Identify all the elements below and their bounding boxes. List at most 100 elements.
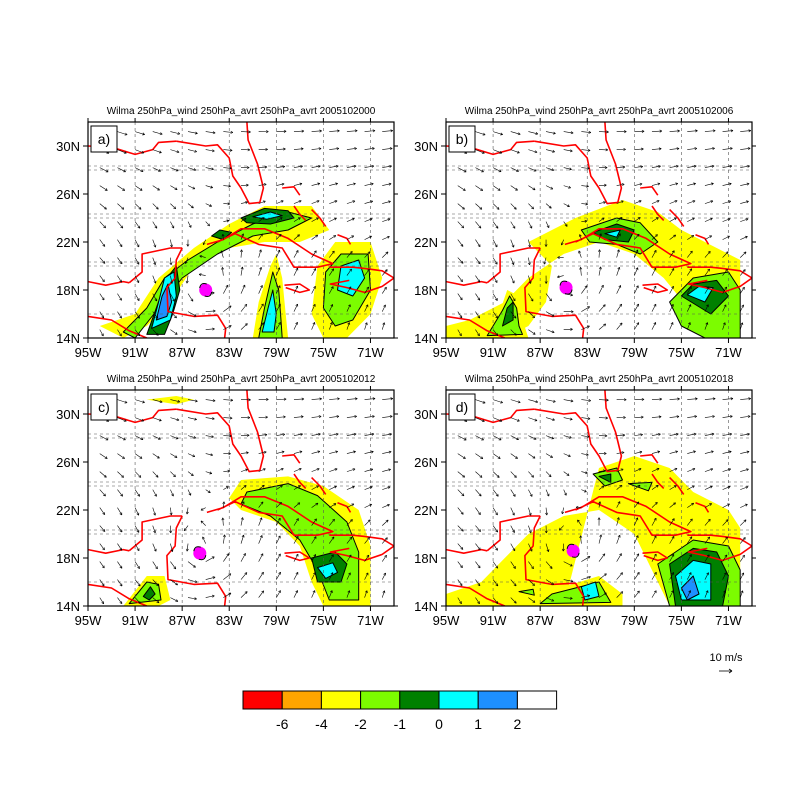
wind-arrow	[152, 489, 157, 497]
wind-arrowhead	[495, 333, 499, 337]
wind-arrow	[740, 519, 747, 526]
wind-arrow	[276, 148, 286, 150]
wind-arrowhead	[103, 493, 106, 497]
wind-arrowhead	[691, 217, 695, 221]
wind-arrowhead	[568, 435, 572, 439]
wind-arrow	[651, 433, 661, 436]
wind-arrow	[687, 468, 696, 472]
wind-arrow	[598, 485, 605, 490]
wind-arrowhead	[477, 244, 481, 248]
wind-arrowhead	[617, 501, 621, 505]
wind-arrow	[669, 148, 680, 150]
wind-arrowhead	[174, 315, 177, 319]
vorticity-region	[211, 229, 233, 241]
wind-arrowhead	[620, 200, 624, 204]
wind-arrowhead	[119, 261, 123, 265]
wind-arrow	[220, 250, 224, 258]
wind-arrow	[616, 183, 625, 186]
wind-arrow	[382, 165, 392, 168]
wind-arrow	[651, 217, 659, 222]
wind-arrowhead	[674, 200, 678, 203]
wind-arrow	[457, 167, 467, 173]
wind-arrowhead	[619, 217, 623, 220]
wind-arrowhead	[227, 202, 231, 206]
wind-arrow	[117, 149, 127, 154]
wind-arrowhead	[122, 456, 125, 459]
coastline	[88, 315, 148, 338]
wind-arrowhead	[212, 327, 215, 331]
wind-arrow	[223, 167, 232, 169]
wind-arrow	[634, 303, 639, 312]
wind-arrowhead	[743, 519, 747, 523]
wind-arrow	[545, 561, 553, 569]
hurricane-symbol-icon	[199, 283, 213, 297]
wind-arrow	[99, 239, 106, 247]
wind-arrowhead	[570, 131, 574, 135]
wind-arrowhead	[354, 415, 357, 418]
wind-arrow	[559, 525, 564, 531]
wind-arrow	[492, 203, 500, 210]
wind-arrowhead	[184, 261, 188, 264]
wind-arrow	[346, 268, 352, 276]
wind-arrow	[152, 329, 159, 336]
wind-arrow	[722, 218, 731, 222]
wind-arrowhead	[603, 323, 607, 327]
wind-arrow	[329, 536, 335, 544]
wind-arrow	[364, 503, 372, 508]
wind-arrowhead	[313, 554, 316, 557]
wind-arrowhead	[245, 468, 248, 472]
wind-arrowhead	[530, 298, 534, 302]
wind-arrowhead	[532, 455, 536, 459]
wind-arrow	[581, 453, 589, 456]
wind-arrowhead	[482, 400, 486, 404]
wind-arrowhead	[598, 266, 602, 270]
wind-arrowhead	[281, 182, 285, 186]
colorbar-label: -4	[315, 716, 328, 732]
wind-arrowhead	[653, 267, 657, 271]
wind-arrow	[457, 329, 462, 337]
wind-arrowhead	[384, 286, 387, 290]
wind-arrow	[329, 286, 334, 294]
wind-arrow	[528, 131, 538, 135]
wind-arrowhead	[567, 204, 570, 208]
wind-arrowhead	[175, 436, 179, 440]
wind-arrow	[475, 311, 480, 319]
wind-arrow	[528, 293, 534, 302]
wind-arrow	[328, 304, 333, 312]
wind-arrow	[510, 561, 516, 569]
wind-arrow	[258, 434, 268, 436]
wind-arrow	[117, 275, 122, 283]
wind-arrowhead	[618, 285, 622, 288]
wind-arrow	[382, 201, 391, 204]
wind-arrowhead	[588, 399, 591, 402]
wind-arrow	[240, 184, 249, 186]
wind-arrowhead	[606, 398, 609, 402]
wind-arrow	[258, 200, 266, 204]
wind-arrowhead	[729, 432, 733, 436]
wind-arrowhead	[142, 400, 145, 404]
wind-arrowhead	[748, 397, 751, 401]
wind-arrowhead	[119, 512, 123, 516]
wind-arrowhead	[654, 572, 657, 575]
wind-arrowhead	[564, 223, 568, 227]
wind-arrow	[475, 471, 483, 478]
wind-arrow	[329, 468, 338, 472]
wind-arrow	[346, 235, 354, 240]
wind-arrowhead	[299, 450, 303, 454]
coastline	[293, 473, 307, 489]
wind-arrow	[152, 471, 159, 478]
wind-arrowhead	[745, 218, 749, 221]
wind-arrow	[293, 217, 301, 222]
panel-frame	[87, 389, 395, 607]
wind-arrowhead	[264, 433, 268, 437]
x-tick-label: 71W	[357, 345, 384, 360]
wind-arrowhead	[101, 333, 104, 337]
wind-arrow	[634, 553, 639, 562]
wind-arrow	[152, 417, 162, 421]
wind-arrowhead	[747, 164, 750, 168]
wind-arrow	[669, 536, 675, 544]
wind-arrowhead	[121, 206, 125, 210]
wind-arrowhead	[511, 244, 515, 248]
wind-arrowhead	[727, 503, 730, 507]
wind-arrowhead	[671, 250, 675, 254]
